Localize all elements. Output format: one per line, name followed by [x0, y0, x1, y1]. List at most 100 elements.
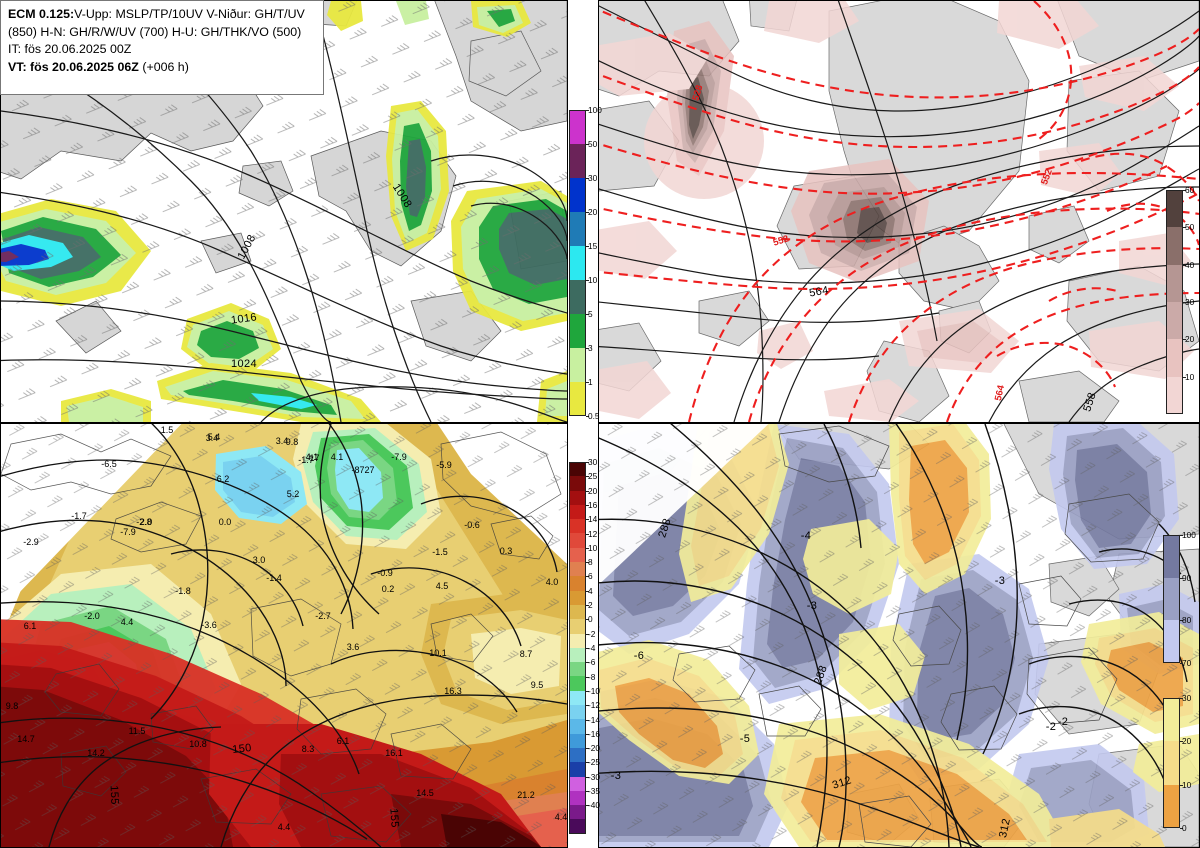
colorbar-tick-label: 30 [588, 456, 598, 467]
colorbar-tick-label: -20 [588, 742, 600, 753]
colorbar-tick-label: 12 [588, 528, 598, 539]
colorbar-tick-mark [586, 748, 589, 750]
chart-header-box: ECM 0.125:V-Upp: MSLP/TP/10UV V-Niður: G… [0, 0, 324, 95]
colorbar-swatch [569, 705, 586, 720]
station-temperature-value: -2.9 [23, 537, 39, 547]
colorbar-tick-label: 16 [588, 499, 598, 510]
colorbar-tick-mark [586, 791, 589, 793]
station-temperature-value: 16.3 [444, 686, 462, 696]
colorbar-tick-label: 0 [1182, 822, 1187, 833]
station-temperature-value: 5.2 [286, 489, 300, 499]
colorbar-tick-mark [586, 110, 589, 111]
colorbar-swatches [569, 462, 586, 834]
colorbar-swatch [569, 733, 586, 748]
colorbar-tick-label: 90 [1182, 572, 1192, 583]
colorbar-swatch [569, 662, 586, 677]
station-temperature-value: -1.5 [432, 547, 448, 557]
colorbar-tick-label: 100 [1182, 529, 1196, 540]
colorbar-tick-label: 100 [588, 104, 602, 115]
map-canvas-bottom-right [599, 424, 1199, 847]
colorbar-swatch [569, 246, 586, 280]
colorbar-tick-mark [1183, 376, 1186, 378]
colorbar-swatch [1163, 620, 1180, 663]
colorbar-tick-label: -8 [588, 671, 596, 682]
vorticity-label: -2 [1057, 716, 1069, 728]
colorbar-precipitation: 100 50 30 20 15 10 5 3 1 0.5 [569, 106, 602, 420]
station-temperature-value: 10.1 [429, 648, 447, 658]
station-temperature-value: -0.9 [377, 568, 393, 578]
station-temperature-value: 8.7 [519, 649, 533, 659]
colorbar-swatch [1166, 264, 1183, 302]
colorbar-swatch [569, 212, 586, 246]
colorbar-tick-mark [586, 676, 589, 678]
colorbar-swatch [569, 762, 586, 777]
station-temperature-value: 9.8 [285, 437, 299, 447]
colorbar-tick-mark [586, 314, 589, 315]
colorbar-tick-mark [586, 519, 589, 521]
colorbar-tick-mark [1180, 577, 1183, 579]
colorbar-tick-label: -16 [588, 728, 600, 739]
colorbar-tick-mark [586, 280, 589, 281]
colorbar-tick-label: -14 [588, 714, 600, 725]
colorbar-tick-label: 30 [588, 172, 598, 183]
colorbar-tick-mark [586, 476, 589, 478]
colorbar-tick-mark [586, 212, 589, 213]
colorbar-tick-mark [586, 562, 589, 564]
colorbar-tick-mark [1180, 828, 1183, 829]
colorbar-swatch [569, 110, 586, 144]
station-temperature-value: -6.5 [101, 459, 117, 469]
station-temperature-value: -7.9 [391, 452, 407, 462]
gh850-contour-label: 155 [387, 807, 401, 829]
station-temperature-value: -17 [306, 453, 320, 463]
station-temperature-value: 3.4 [205, 433, 219, 443]
colorbar-tick-mark [586, 648, 589, 649]
colorbar-tick-mark [1180, 663, 1183, 664]
colorbar-tick-label: 10 [588, 274, 598, 285]
colorbar-swatch [569, 490, 586, 505]
colorbar-swatch [569, 547, 586, 563]
model-name: ECM 0.125: [8, 7, 75, 21]
colorbar-swatches [1163, 535, 1180, 663]
map-canvas-top-right [599, 1, 1199, 422]
station-temperature-value: 14.7 [17, 734, 35, 744]
colorbar-humidity-high: 100 90 80 70 [1163, 531, 1196, 667]
colorbar-tick-label: 50 [588, 138, 598, 149]
vorticity-label: -3 [806, 600, 818, 612]
colorbar-tick-mark [586, 178, 589, 179]
panel-gh700-rh-w-uv[interactable]: 528 552 552 564 564 558 [598, 0, 1200, 423]
colorbar-swatch [569, 676, 586, 691]
colorbar-tick-label: 70 [1182, 657, 1192, 668]
station-temperature-value: 0.2 [381, 584, 395, 594]
station-temperature-value: -5.9 [436, 460, 452, 470]
panel-gh500-thickness-vorticity[interactable]: -4 -3 288 -6 -5 -3 288 312 -3 -2 -2 312 [598, 423, 1200, 848]
colorbar-tick-label: 20 [1182, 736, 1192, 747]
colorbar-tick-mark [586, 246, 589, 247]
colorbar-tick-label: -35 [588, 785, 600, 796]
station-temperature-value: 4.1 [305, 452, 319, 462]
colorbar-tick-label: 20 [588, 206, 598, 217]
station-temperature-value: -2.8 [136, 517, 152, 527]
colorbar-tick-mark [1183, 302, 1186, 303]
colorbar-swatch [569, 314, 586, 348]
colorbar-tick-mark [586, 576, 589, 578]
colorbar-swatch [569, 462, 586, 477]
colorbar-swatch [569, 647, 586, 663]
colorbar-tick-mark [586, 462, 589, 463]
colorbar-tick-mark [586, 633, 589, 635]
station-temperature-value: -8727 [351, 465, 375, 475]
colorbar-swatch [569, 790, 586, 806]
station-temperature-value: 4.5 [435, 581, 449, 591]
colorbar-tick-label: 14 [588, 514, 598, 525]
colorbar-swatch [1166, 227, 1183, 265]
panel-gh850-temp-uv[interactable]: 1.5 5.4 3.4 3.4 9.8 4.1 -17 4.1 -7.9 -5.9 -6.5 -1.7… [0, 423, 568, 848]
station-temperature-value: 2.0 [139, 517, 153, 527]
colorbar-tick-mark [586, 762, 589, 764]
station-temperature-value: 3.4 [275, 436, 289, 446]
colorbar-swatch [569, 178, 586, 212]
map-graphics-bottom-right [599, 424, 1199, 847]
station-temperature-value: 4.4 [120, 617, 134, 627]
colorbar-tick-label: 50 [1185, 222, 1195, 233]
colorbar-tick-mark [1183, 264, 1186, 266]
colorbar-swatches [1166, 190, 1183, 414]
